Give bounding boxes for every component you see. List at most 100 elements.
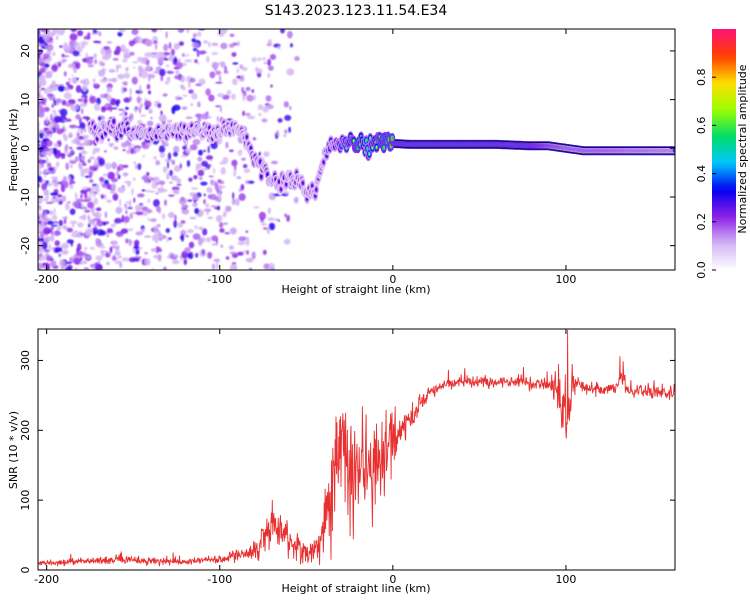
noise-blob (236, 68, 240, 74)
noise-blob (186, 160, 191, 167)
noise-blob (182, 86, 186, 91)
noise-blob (258, 151, 261, 156)
noise-blob (253, 94, 256, 101)
noise-blob (144, 252, 148, 255)
noise-blob (235, 198, 240, 206)
x-tick-label: 100 (555, 573, 576, 586)
noise-blob (42, 209, 46, 215)
noise-blob (52, 109, 56, 114)
noise-blob (240, 74, 245, 82)
noise-blob (195, 252, 199, 258)
noise-blob (77, 98, 84, 102)
noise-blob (166, 64, 170, 68)
noise-blob (60, 249, 69, 255)
noise-blob (82, 134, 90, 139)
noise-blob (128, 257, 137, 263)
noise-blob (109, 190, 117, 195)
noise-blob (68, 63, 76, 69)
noise-blob (112, 240, 117, 244)
noise-blob (267, 207, 272, 214)
noise-blob (152, 234, 156, 241)
noise-blob (154, 100, 160, 104)
noise-blob (81, 149, 86, 155)
noise-blob (93, 218, 101, 221)
noise-blob (173, 145, 180, 153)
y-tick-label: -20 (19, 237, 32, 255)
noise-blob (268, 222, 276, 231)
noise-blob (61, 195, 67, 202)
noise-blob (215, 70, 222, 76)
noise-blob (171, 260, 180, 265)
noise-blob (153, 156, 158, 160)
noise-blob (181, 53, 185, 57)
noise-blob (155, 160, 161, 166)
noise-blob (52, 221, 59, 224)
noise-blob (243, 168, 251, 173)
noise-blob (150, 218, 157, 223)
noise-blob (197, 31, 202, 37)
noise-blob (219, 228, 225, 233)
noise-blob (211, 235, 219, 242)
noise-blob (206, 55, 210, 63)
noise-blob (168, 54, 174, 62)
noise-blob (102, 173, 108, 177)
noise-blob (80, 127, 83, 135)
noise-blob (100, 78, 108, 83)
noise-blob (202, 228, 208, 236)
noise-blob (252, 137, 257, 141)
noise-blob (290, 43, 293, 48)
noise-blob (56, 226, 62, 231)
colorbar-gradient (712, 29, 736, 270)
noise-blob (94, 262, 98, 267)
noise-blob (65, 81, 70, 86)
noise-blob (50, 192, 58, 196)
noise-blob (89, 179, 94, 183)
noise-blob (53, 182, 59, 188)
noise-blob (254, 66, 259, 72)
noise-blob (267, 39, 273, 46)
ridge-segment (104, 132, 107, 135)
noise-blob (239, 149, 243, 152)
noise-blob (199, 50, 207, 55)
noise-blob (125, 238, 129, 244)
noise-blob (57, 85, 66, 92)
noise-blob (137, 95, 140, 104)
noise-blob (219, 180, 225, 184)
noise-blob (248, 180, 255, 184)
noise-blob (159, 68, 166, 77)
y-tick-label: 0 (19, 145, 32, 152)
noise-blob (133, 66, 136, 69)
noise-blob (41, 183, 48, 191)
noise-blob (94, 158, 98, 167)
noise-blob (110, 107, 118, 110)
noise-blob (101, 252, 105, 257)
noise-blob (284, 213, 287, 217)
noise-blob (45, 116, 49, 123)
noise-blob (191, 187, 199, 190)
noise-blob (82, 215, 86, 221)
noise-blob (63, 181, 69, 189)
ridge-segment (302, 181, 304, 185)
noise-blob (45, 90, 49, 95)
noise-blob (150, 117, 153, 120)
noise-blob (88, 219, 96, 225)
noise-blob (59, 108, 68, 117)
noise-blob (147, 198, 151, 203)
noise-blob (111, 161, 117, 170)
noise-blob (38, 143, 41, 147)
noise-blob (52, 51, 56, 57)
noise-blob (148, 108, 153, 114)
noise-blob (62, 225, 68, 230)
noise-blob (76, 126, 84, 129)
noise-blob (201, 167, 208, 171)
noise-blob (232, 192, 235, 200)
noise-blob (163, 43, 169, 52)
noise-blob (263, 151, 270, 157)
noise-blob (220, 61, 226, 68)
noise-blob (179, 235, 183, 240)
noise-blob (121, 81, 129, 84)
noise-blob (169, 169, 173, 177)
noise-blob (41, 87, 45, 91)
noise-blob (95, 207, 102, 212)
noise-blob (93, 167, 98, 172)
